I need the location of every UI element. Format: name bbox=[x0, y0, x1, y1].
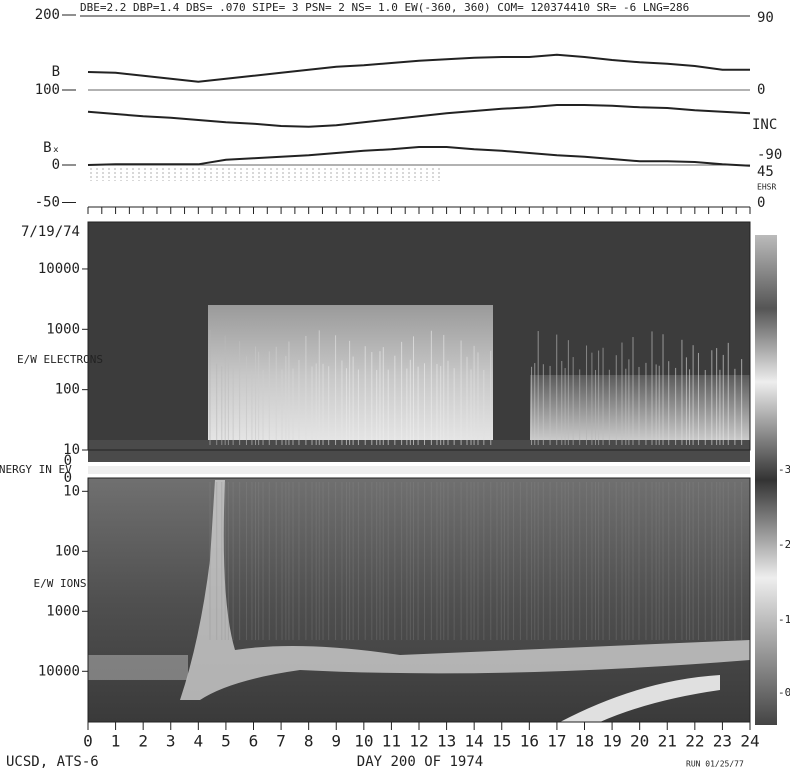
series-label: INC bbox=[752, 117, 777, 133]
spectrogram-streaks bbox=[209, 330, 743, 640]
x-tick-label: 2 bbox=[138, 732, 148, 751]
series-label: Bₓ bbox=[43, 140, 60, 156]
x-axis-label: DAY 200 OF 1974 bbox=[357, 754, 483, 770]
colorbar-label: -0 bbox=[778, 686, 790, 699]
line-series bbox=[87, 104, 751, 128]
x-tick-label: 1 bbox=[111, 732, 121, 751]
x-tick-label: 18 bbox=[575, 732, 594, 751]
x-tick-label: 13 bbox=[437, 732, 456, 751]
line-series bbox=[87, 53, 750, 83]
x-tick-label: 11 bbox=[382, 732, 401, 751]
y-axis-label: E/W ELECTRONS bbox=[17, 353, 103, 366]
x-tick-label: 19 bbox=[602, 732, 621, 751]
footer-left: UCSD, ATS-6 bbox=[6, 754, 99, 770]
series-label: B bbox=[52, 64, 60, 80]
x-tick-label: 5 bbox=[221, 732, 231, 751]
header: DBE=2.2 DBP=1.4 DBS= .070 SIPE= 3 PSN= 2… bbox=[80, 1, 689, 14]
x-tick-label: 17 bbox=[547, 732, 566, 751]
x-tick-label: 16 bbox=[520, 732, 539, 751]
right-label: -90 bbox=[757, 147, 782, 163]
x-tick-label: 15 bbox=[492, 732, 511, 751]
footer-right: RUN 01/25/77 bbox=[686, 760, 744, 769]
colorbar-label: -3 bbox=[778, 463, 790, 476]
y-axis-label: E/W IONS bbox=[34, 577, 87, 590]
y-tick-label: 1000 bbox=[46, 321, 80, 337]
x-tick-label: 3 bbox=[166, 732, 176, 751]
y-tick-label: -50 bbox=[35, 195, 60, 211]
y-tick-label: 10000 bbox=[38, 663, 80, 679]
y-tick-label: 10 bbox=[63, 483, 80, 499]
x-tick-label: 10 bbox=[354, 732, 373, 751]
x-tick-label: 20 bbox=[630, 732, 649, 751]
right-label: 0 bbox=[757, 82, 765, 98]
x-tick-label: 0 bbox=[83, 732, 93, 751]
line-series bbox=[87, 146, 751, 167]
zero-label: 0 bbox=[64, 453, 72, 469]
x-tick-label: 4 bbox=[194, 732, 204, 751]
y-tick-label: 1000 bbox=[46, 603, 80, 619]
y-tick-label: 10000 bbox=[38, 261, 80, 277]
x-tick-label: 24 bbox=[740, 732, 759, 751]
x-tick-label: 7 bbox=[276, 732, 286, 751]
panel-frame bbox=[87, 221, 751, 451]
x-tick-label: 23 bbox=[713, 732, 732, 751]
spectrogram-art bbox=[88, 167, 777, 725]
x-tick-label: 14 bbox=[465, 732, 484, 751]
right-label: EHSR bbox=[757, 183, 776, 192]
right-label: 45 bbox=[757, 164, 774, 180]
x-tick-label: 8 bbox=[304, 732, 314, 751]
x-tick-label: 12 bbox=[409, 732, 428, 751]
date: 7/19/74 bbox=[21, 224, 80, 240]
y-tick-label: 0 bbox=[52, 157, 60, 173]
x-tick-label: 21 bbox=[658, 732, 677, 751]
colorbar-label: -1 bbox=[778, 613, 790, 626]
x-tick-label: 22 bbox=[685, 732, 704, 751]
x-tick-label: 9 bbox=[331, 732, 341, 751]
y-tick-label: 200 bbox=[35, 7, 60, 23]
y-tick-label: 100 bbox=[55, 543, 80, 559]
x-tick-label: 6 bbox=[249, 732, 259, 751]
right-label: 0 bbox=[757, 195, 765, 211]
right-label: 90 bbox=[757, 10, 774, 26]
y-tick-label: 10 bbox=[63, 442, 80, 458]
colorbar-label: -2 bbox=[778, 538, 790, 551]
y-tick-label: 100 bbox=[55, 382, 80, 398]
y-tick-label: 100 bbox=[35, 82, 60, 98]
zero-label: 0 bbox=[64, 470, 72, 486]
energy-label: ENERGY IN EV bbox=[0, 463, 72, 476]
